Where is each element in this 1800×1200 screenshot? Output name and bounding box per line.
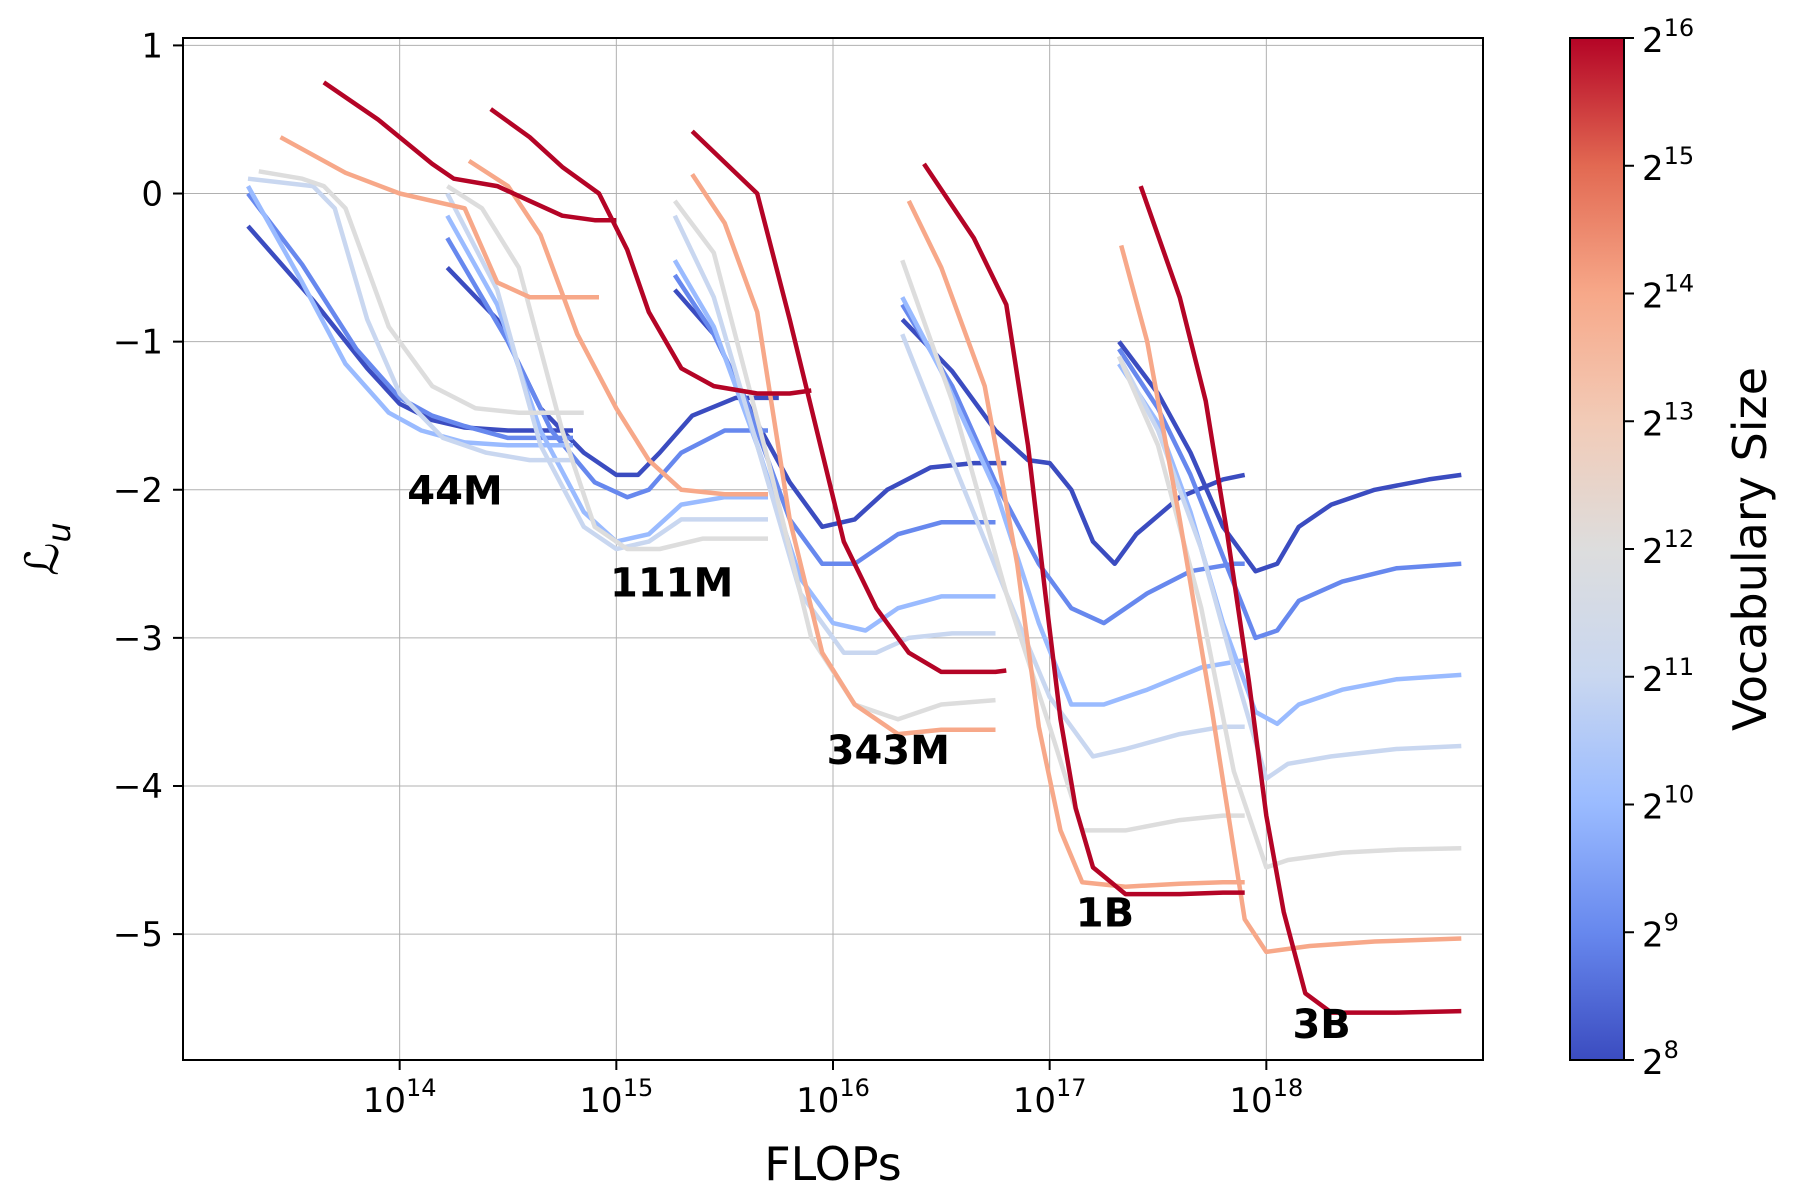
y-axis: 1 0 −1 −2 −3 −4 −5 <box>113 26 183 955</box>
series-line-1B-vocab-2e14 <box>906 199 1245 889</box>
series-line-343M-vocab-2e14 <box>690 173 996 737</box>
series-line-111M-vocab-2e11 <box>445 192 768 552</box>
model-label-44M: 44M <box>407 469 502 515</box>
x-axis-title: FLOPs <box>764 1137 902 1191</box>
series-line-1B-vocab-2e8 <box>900 317 1246 567</box>
y-tick-label: −1 <box>113 323 163 363</box>
colorbar-tick-label: 211 <box>1642 653 1694 700</box>
series-line-44M-vocab-2e10 <box>246 184 573 448</box>
colorbar-gradient <box>1569 37 1625 1061</box>
colorbar-tick-label: 29 <box>1642 908 1679 955</box>
x-tick-label: 1018 <box>1229 1074 1303 1121</box>
series-line-111M-vocab-2e14 <box>467 159 768 497</box>
series-line-1B-vocab-2e11 <box>900 333 1245 759</box>
y-tick-label: −4 <box>113 767 163 807</box>
colorbar-tick-label: 216 <box>1642 14 1694 61</box>
model-label-1B: 1B <box>1076 891 1134 937</box>
colorbar: 28 29 210 211 212 213 214 215 216 Vocabulary Siz… <box>1569 14 1777 1083</box>
series-line-111M-vocab-2e16 <box>489 107 812 396</box>
series-line-1B-vocab-2e16 <box>922 162 1245 897</box>
series-line-44M-vocab-2e16 <box>322 80 617 223</box>
x-tick-label: 1015 <box>579 1074 653 1121</box>
model-label-343M: 343M <box>827 728 950 774</box>
colorbar-tick-label: 213 <box>1642 397 1694 444</box>
series-line-44M-vocab-2e12 <box>258 169 584 415</box>
x-axis: 1014 1015 1016 1017 1018 <box>363 1060 1303 1121</box>
series-line-3B-vocab-2e12 <box>1116 355 1462 870</box>
series-line-1B-vocab-2e10 <box>900 296 1246 707</box>
colorbar-tick-label: 28 <box>1642 1036 1679 1083</box>
colorbar-tick-label: 210 <box>1642 781 1694 828</box>
series-line-3B-vocab-2e10 <box>1117 362 1462 727</box>
y-axis-title: ℒu <box>15 522 78 575</box>
y-tick-label: −2 <box>113 471 163 511</box>
model-label-111M: 111M <box>610 560 733 606</box>
series-line-3B-vocab-2e9 <box>1117 347 1462 641</box>
model-label-3B: 3B <box>1292 1002 1350 1048</box>
y-tick-label: −5 <box>113 915 163 955</box>
colorbar-tick-label: 215 <box>1642 142 1694 189</box>
x-tick-label: 1016 <box>796 1074 870 1121</box>
series-line-111M-vocab-2e12 <box>446 184 768 552</box>
colorbar-tick-label: 212 <box>1642 525 1694 572</box>
series-line-1B-vocab-2e9 <box>900 303 1245 626</box>
y-tick-label: 1 <box>141 26 163 66</box>
series-group <box>246 80 1462 1015</box>
series-line-3B-vocab-2e16 <box>1138 185 1462 1015</box>
colorbar-tick-label: 214 <box>1642 270 1694 317</box>
colorbar-title: Vocabulary Size <box>1723 367 1777 731</box>
x-tick-label: 1017 <box>1013 1074 1087 1121</box>
series-line-3B-vocab-2e8 <box>1117 340 1462 574</box>
series-line-343M-vocab-2e11 <box>672 214 996 655</box>
series-line-343M-vocab-2e16 <box>690 129 1007 675</box>
x-tick-label: 1014 <box>363 1074 437 1121</box>
model-labels: 44M 111M 343M 1B 3B <box>407 469 1351 1048</box>
y-tick-label: 0 <box>141 175 163 215</box>
series-line-343M-vocab-2e10 <box>672 259 996 633</box>
y-tick-label: −3 <box>113 619 163 659</box>
series-line-44M-vocab-2e11 <box>247 176 573 463</box>
series-line-3B-vocab-2e14 <box>1119 244 1462 955</box>
series-line-44M-vocab-2e9 <box>246 192 573 441</box>
series-line-44M-vocab-2e14 <box>279 135 599 300</box>
